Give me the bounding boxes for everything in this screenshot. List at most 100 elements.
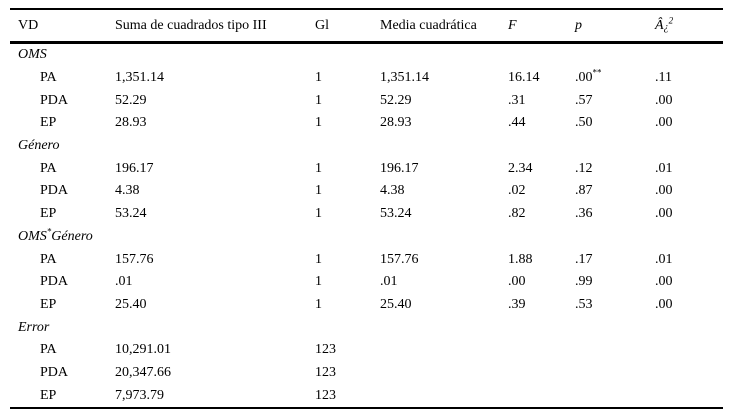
cell-p: .12 <box>575 160 593 176</box>
cell-vd: PA <box>40 160 57 176</box>
cell-vd: PDA <box>40 183 69 199</box>
col-header-gl: Gl <box>315 17 329 33</box>
cell-p <box>567 339 647 362</box>
cell-media-cuadratica: 52.29 <box>380 92 412 108</box>
col-header-eta-squared: Â¿2 <box>655 14 674 33</box>
table-row: PDA 52.29 1 52.29 .31 .57 .00 <box>10 89 723 112</box>
cell-gl: 1 <box>315 183 322 199</box>
header-row: VD Suma de cuadrados tipo III Gl Media cuad… <box>10 9 723 43</box>
cell-suma-cuadrados-tipo-iii: 196.17 <box>115 160 154 176</box>
cell-suma-cuadrados-tipo-iii: 10,291.01 <box>115 342 171 358</box>
cell-gl: 123 <box>315 387 336 403</box>
section-label: OMS <box>18 47 47 63</box>
cell-media-cuadratica: 4.38 <box>380 183 405 199</box>
section-label: OMS*Género <box>18 226 93 244</box>
cell-gl: 1 <box>315 274 322 290</box>
section-row: Error <box>10 316 723 339</box>
cell-vd: EP <box>40 296 57 312</box>
cell-gl: 1 <box>315 115 322 131</box>
cell-media-cuadratica: 157.76 <box>380 251 419 267</box>
table-row: EP 53.24 1 53.24 .82 .36 .00 <box>10 203 723 226</box>
cell-eta-squared: .01 <box>655 251 673 267</box>
cell-p: .17 <box>575 251 593 267</box>
cell-eta-squared: .00 <box>655 183 673 199</box>
cell-suma-cuadrados-tipo-iii: 7,973.79 <box>115 387 164 403</box>
cell-media-cuadratica: 25.40 <box>380 296 412 312</box>
cell-eta-squared: .00 <box>655 115 673 131</box>
cell-eta-squared <box>647 362 723 385</box>
cell-vd: EP <box>40 387 57 403</box>
cell-suma-cuadrados-tipo-iii: 53.24 <box>115 206 147 222</box>
cell-vd: PDA <box>40 364 69 380</box>
cell-p <box>567 362 647 385</box>
cell-media-cuadratica: 196.17 <box>380 160 419 176</box>
cell-p: .00** <box>575 67 602 86</box>
cell-p <box>567 384 647 408</box>
table-row: PA 10,291.01 123 <box>10 339 723 362</box>
cell-suma-cuadrados-tipo-iii: 4.38 <box>115 183 140 199</box>
cell-vd: EP <box>40 206 57 222</box>
cell-media-cuadratica: 1,351.14 <box>380 70 429 86</box>
cell-p: .99 <box>575 274 593 290</box>
cell-f <box>500 362 567 385</box>
cell-f <box>500 384 567 408</box>
cell-f: 16.14 <box>508 70 540 86</box>
cell-eta-squared: .01 <box>655 160 673 176</box>
cell-p: .53 <box>575 296 593 312</box>
cell-media-cuadratica <box>372 384 500 408</box>
table-row: EP 25.40 1 25.40 .39 .53 .00 <box>10 294 723 317</box>
section-label: Género <box>18 138 60 154</box>
cell-suma-cuadrados-tipo-iii: 52.29 <box>115 92 147 108</box>
table-row: PDA 20,347.66 123 <box>10 362 723 385</box>
col-header-p: p <box>575 17 582 33</box>
anova-table: VD Suma de cuadrados tipo III Gl Media cuad… <box>10 8 723 409</box>
cell-eta-squared <box>647 339 723 362</box>
cell-f: .00 <box>508 274 526 290</box>
page: VD Suma de cuadrados tipo III Gl Media cuad… <box>10 8 723 409</box>
table-row: PA 196.17 1 196.17 2.34 .12 .01 <box>10 157 723 180</box>
table-row: PDA 4.38 1 4.38 .02 .87 .00 <box>10 180 723 203</box>
table-header: VD Suma de cuadrados tipo III Gl Media cuad… <box>10 9 723 43</box>
cell-eta-squared: .00 <box>655 274 673 290</box>
cell-gl: 1 <box>315 206 322 222</box>
col-header-media-cuadratica: Media cuadrática <box>380 17 477 33</box>
cell-suma-cuadrados-tipo-iii: 1,351.14 <box>115 70 164 86</box>
cell-f: 1.88 <box>508 251 533 267</box>
cell-vd: PDA <box>40 92 69 108</box>
cell-gl: 1 <box>315 92 322 108</box>
cell-vd: PA <box>40 70 57 86</box>
cell-media-cuadratica <box>372 339 500 362</box>
cell-gl: 1 <box>315 70 322 86</box>
table-row: EP 7,973.79 123 <box>10 384 723 408</box>
cell-vd: EP <box>40 115 57 131</box>
cell-suma-cuadrados-tipo-iii: 157.76 <box>115 251 154 267</box>
table-row: PDA .01 1 .01 .00 .99 .00 <box>10 271 723 294</box>
section-label: Error <box>18 319 50 335</box>
cell-gl: 123 <box>315 364 336 380</box>
cell-media-cuadratica: .01 <box>380 274 398 290</box>
cell-suma-cuadrados-tipo-iii: 20,347.66 <box>115 364 171 380</box>
cell-f: 2.34 <box>508 160 533 176</box>
cell-gl: 1 <box>315 296 322 312</box>
cell-eta-squared <box>647 384 723 408</box>
cell-f: .82 <box>508 206 526 222</box>
cell-media-cuadratica: 53.24 <box>380 206 412 222</box>
cell-f: .39 <box>508 296 526 312</box>
table-row: EP 28.93 1 28.93 .44 .50 .00 <box>10 112 723 135</box>
cell-media-cuadratica: 28.93 <box>380 115 412 131</box>
cell-f: .44 <box>508 115 526 131</box>
cell-suma-cuadrados-tipo-iii: 28.93 <box>115 115 147 131</box>
cell-p: .50 <box>575 115 593 131</box>
cell-f: .02 <box>508 183 526 199</box>
col-header-f: F <box>508 17 517 33</box>
table-body: OMS PA 1,351.14 1 1,351.14 16.14 .00** .11 PDA 52… <box>10 43 723 409</box>
cell-suma-cuadrados-tipo-iii: 25.40 <box>115 296 147 312</box>
cell-vd: PA <box>40 251 57 267</box>
cell-p: .57 <box>575 92 593 108</box>
cell-suma-cuadrados-tipo-iii: .01 <box>115 274 133 290</box>
cell-eta-squared: .00 <box>655 296 673 312</box>
cell-vd: PDA <box>40 274 69 290</box>
section-row: OMS*Género <box>10 226 723 249</box>
cell-media-cuadratica <box>372 362 500 385</box>
cell-eta-squared: .11 <box>655 70 672 86</box>
